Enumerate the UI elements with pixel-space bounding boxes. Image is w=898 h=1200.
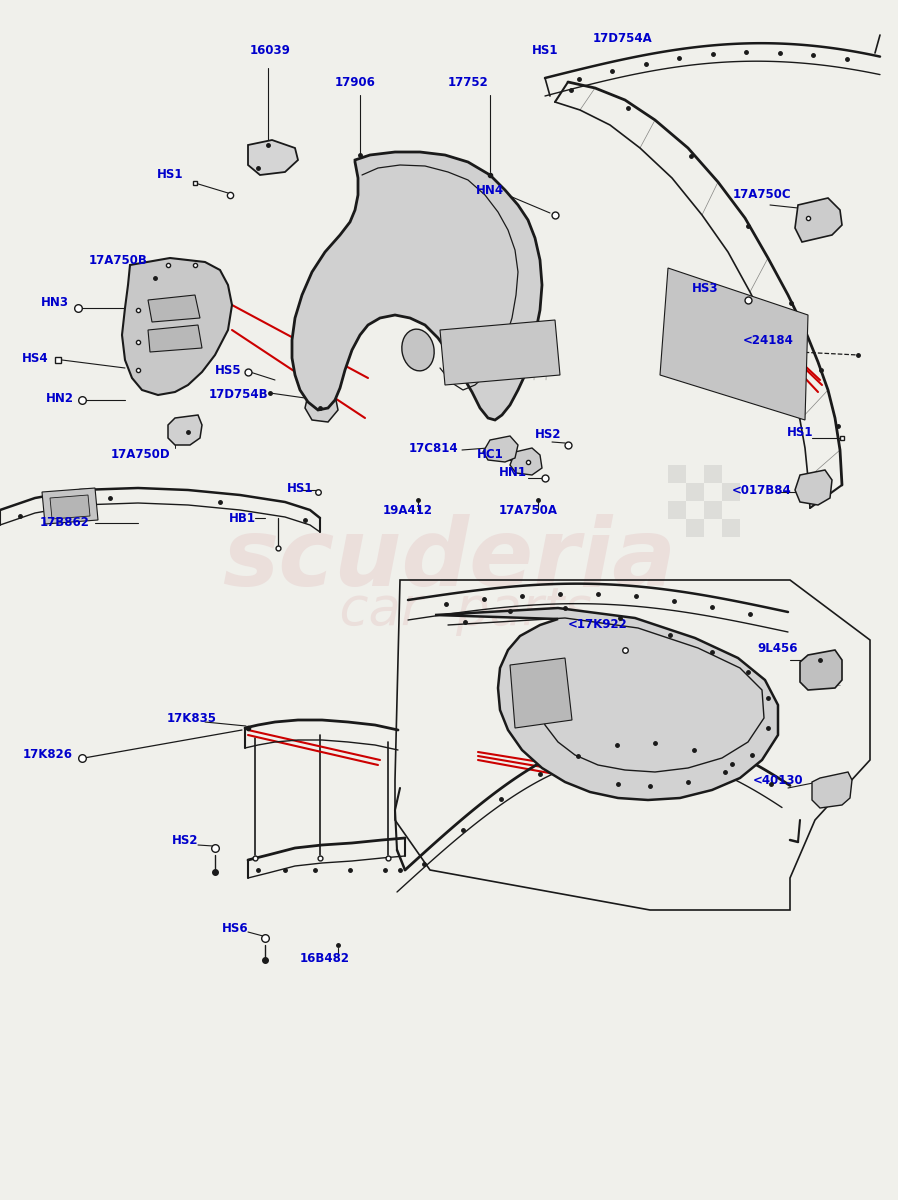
Polygon shape	[800, 650, 842, 690]
Polygon shape	[440, 320, 560, 385]
Polygon shape	[812, 772, 852, 808]
Text: 17K826: 17K826	[23, 749, 73, 762]
Ellipse shape	[401, 329, 434, 371]
Bar	[722, 518, 740, 538]
Text: 17A750D: 17A750D	[110, 449, 170, 462]
Bar	[668, 464, 686, 482]
Polygon shape	[248, 140, 298, 175]
Text: 19A412: 19A412	[383, 504, 433, 516]
Polygon shape	[435, 608, 778, 800]
Text: 9L456: 9L456	[758, 642, 798, 654]
Text: scuderia: scuderia	[222, 514, 676, 606]
Polygon shape	[305, 388, 338, 422]
Text: HB1: HB1	[228, 511, 256, 524]
Polygon shape	[795, 470, 832, 505]
Text: HS2: HS2	[172, 834, 198, 846]
Polygon shape	[510, 448, 542, 475]
Bar	[722, 482, 740, 502]
Text: HS4: HS4	[22, 352, 48, 365]
Text: 17D754B: 17D754B	[208, 389, 268, 402]
Text: HN2: HN2	[46, 391, 74, 404]
Polygon shape	[660, 268, 808, 420]
Polygon shape	[168, 415, 202, 445]
Text: <40130: <40130	[753, 774, 804, 786]
Bar	[704, 464, 722, 482]
Text: HS3: HS3	[691, 282, 718, 294]
Polygon shape	[148, 325, 202, 352]
Text: car  parts: car parts	[306, 584, 592, 636]
Text: 17752: 17752	[447, 76, 489, 89]
Polygon shape	[42, 488, 98, 524]
Bar	[686, 482, 704, 502]
Text: HS1: HS1	[157, 168, 183, 181]
Polygon shape	[148, 295, 200, 322]
Text: 17906: 17906	[335, 76, 375, 89]
Text: HS6: HS6	[222, 922, 249, 935]
Text: HS2: HS2	[534, 428, 561, 442]
Text: HS1: HS1	[532, 43, 559, 56]
Text: HS5: HS5	[215, 364, 242, 377]
Text: 17A750B: 17A750B	[89, 253, 147, 266]
Bar	[686, 518, 704, 538]
Text: 17A750C: 17A750C	[733, 188, 791, 202]
Text: <017B84: <017B84	[732, 484, 792, 497]
Text: HN3: HN3	[41, 296, 69, 310]
Polygon shape	[510, 658, 572, 728]
Bar	[704, 502, 722, 518]
Text: 16B482: 16B482	[300, 952, 350, 965]
Text: 17D754A: 17D754A	[593, 31, 653, 44]
Text: 16039: 16039	[250, 43, 290, 56]
Text: 17C814: 17C814	[409, 442, 458, 455]
Bar	[668, 502, 686, 518]
Polygon shape	[292, 152, 542, 420]
Text: HS1: HS1	[286, 481, 313, 494]
Text: 17B862: 17B862	[40, 516, 90, 529]
Text: HC1: HC1	[477, 449, 504, 462]
Text: <24184: <24184	[743, 334, 794, 347]
Text: HS1: HS1	[787, 426, 814, 439]
Text: HN1: HN1	[499, 466, 527, 479]
Text: <17K922: <17K922	[568, 618, 628, 631]
Text: 17A750A: 17A750A	[498, 504, 558, 516]
Polygon shape	[122, 258, 232, 395]
Text: 17K835: 17K835	[167, 712, 217, 725]
Polygon shape	[50, 494, 90, 518]
Text: HN4: HN4	[476, 184, 504, 197]
Polygon shape	[795, 198, 842, 242]
Polygon shape	[483, 436, 518, 462]
